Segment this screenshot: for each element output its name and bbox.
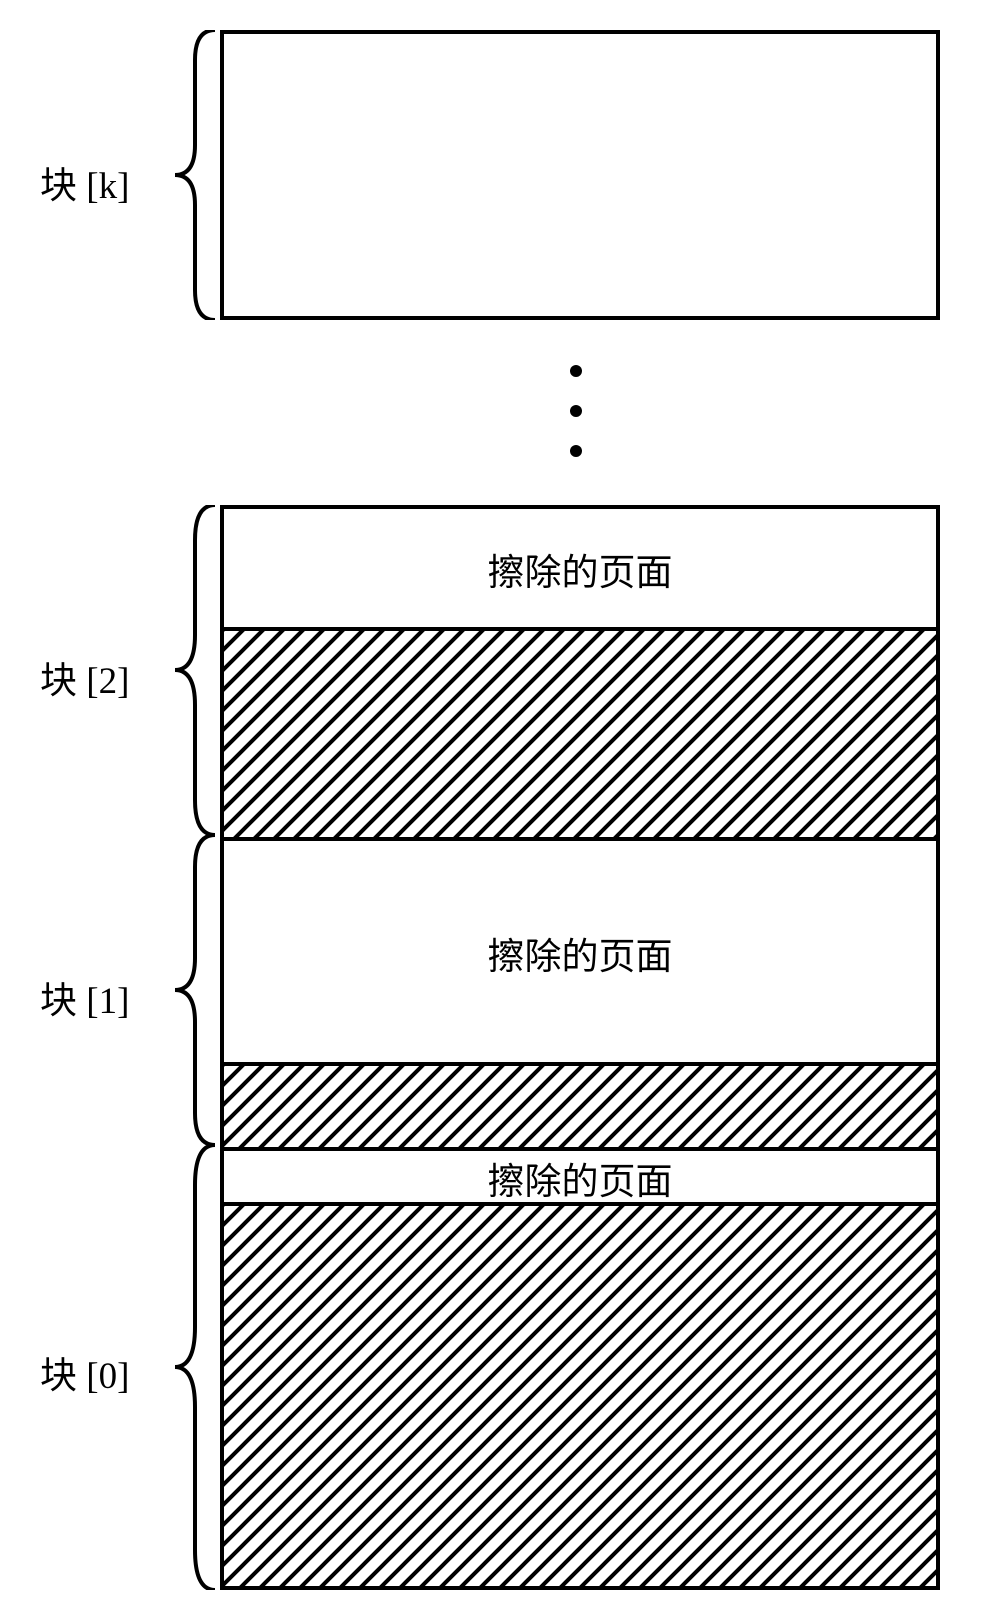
ellipsis-dots — [570, 365, 582, 457]
hatch-pattern — [224, 629, 936, 839]
block-0-erased: 擦除的页面 — [224, 1151, 936, 1204]
erased-label: 擦除的页面 — [488, 926, 673, 980]
block-2-erased: 擦除的页面 — [224, 509, 936, 629]
erased-label: 擦除的页面 — [488, 542, 673, 596]
block-1-erased: 擦除的页面 — [224, 841, 936, 1064]
hatch-pattern — [224, 1204, 936, 1586]
brace-k — [165, 30, 215, 320]
block-2-hatched — [224, 629, 936, 839]
label-block-k: 块 [k] — [40, 155, 129, 209]
block-1-hatched — [224, 1064, 936, 1147]
brace-2 — [165, 505, 215, 835]
divider-1-internal — [224, 1062, 936, 1066]
dot — [570, 365, 582, 377]
divider-0-internal — [224, 1202, 936, 1206]
brace-0 — [165, 1145, 215, 1590]
label-block-0: 块 [0] — [40, 1345, 129, 1399]
divider-2-internal — [224, 627, 936, 631]
dot — [570, 405, 582, 417]
erased-label: 擦除的页面 — [488, 1151, 673, 1205]
dot — [570, 445, 582, 457]
diagram-canvas: 块 [k] 擦除的页面 擦除的页面 — [0, 0, 990, 1623]
block-0-hatched — [224, 1204, 936, 1586]
label-block-1: 块 [1] — [40, 970, 129, 1024]
stack-rect: 擦除的页面 擦除的页面 擦除的页面 — [220, 505, 940, 1590]
brace-1 — [165, 835, 215, 1145]
hatch-pattern — [224, 1064, 936, 1147]
label-block-2: 块 [2] — [40, 650, 129, 704]
block-k-rect — [220, 30, 940, 320]
